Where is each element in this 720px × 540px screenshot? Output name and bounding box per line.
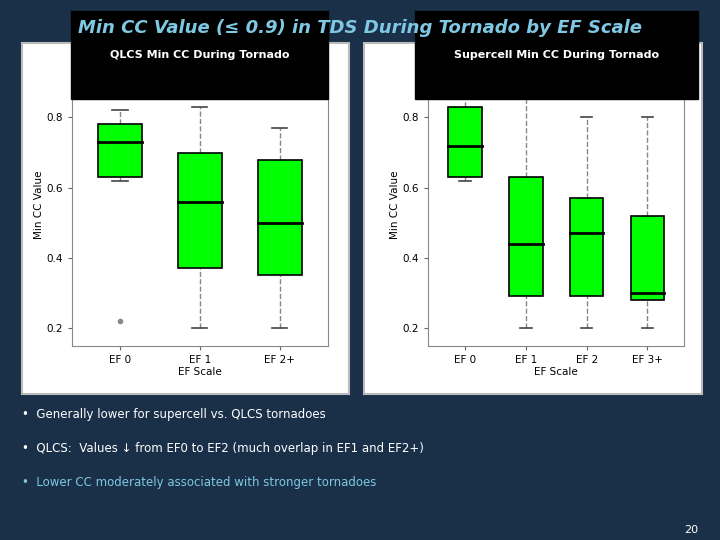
Title: QLCS Min CC During Tornado: QLCS Min CC During Tornado — [110, 50, 289, 60]
Bar — [570, 198, 603, 296]
Text: •  Lower CC moderately associated with stronger tornadoes: • Lower CC moderately associated with st… — [22, 476, 376, 489]
Text: •  Generally lower for supercell vs. QLCS tornadoes: • Generally lower for supercell vs. QLCS… — [22, 408, 325, 421]
Bar — [258, 160, 302, 275]
Text: •  QLCS:  Values ↓ from EF0 to EF2 (much overlap in EF1 and EF2+): • QLCS: Values ↓ from EF0 to EF2 (much o… — [22, 442, 423, 455]
Bar — [448, 107, 482, 177]
Y-axis label: Min CC Value: Min CC Value — [34, 171, 44, 239]
Bar — [509, 177, 542, 296]
Text: Min CC Value (≤ 0.9) in TDS During Tornado by EF Scale: Min CC Value (≤ 0.9) in TDS During Torna… — [78, 19, 642, 37]
Bar — [631, 215, 665, 300]
X-axis label: EF Scale: EF Scale — [534, 367, 578, 377]
Bar — [178, 152, 222, 268]
Text: 20: 20 — [684, 524, 698, 535]
Title: Supercell Min CC During Tornado: Supercell Min CC During Tornado — [454, 50, 659, 60]
Y-axis label: Min CC Value: Min CC Value — [390, 171, 400, 239]
Bar — [98, 125, 142, 177]
X-axis label: EF Scale: EF Scale — [178, 367, 222, 377]
